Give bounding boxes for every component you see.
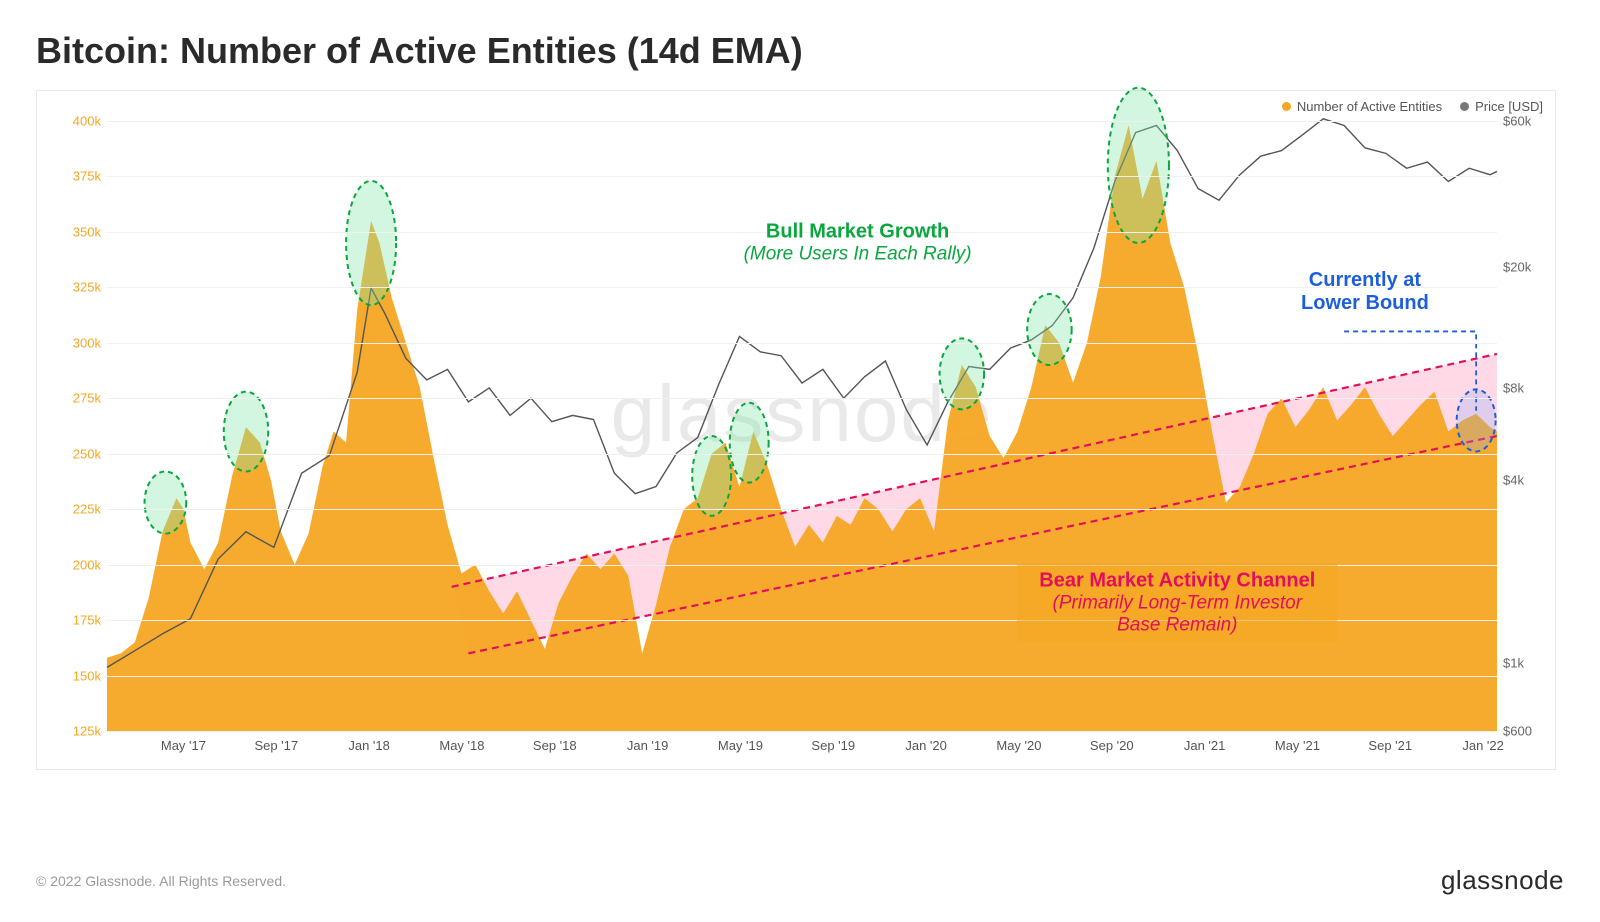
chart-title: Bitcoin: Number of Active Entities (14d … xyxy=(36,30,1564,72)
entities-area xyxy=(107,125,1497,731)
x-tick-label: May '17 xyxy=(161,738,206,753)
y-left-tick-label: 250k xyxy=(53,446,101,461)
copyright-text: © 2022 Glassnode. All Rights Reserved. xyxy=(36,873,286,889)
gridline xyxy=(107,509,1497,510)
chart-frame: Number of Active Entities Price [USD] gl… xyxy=(36,90,1556,770)
gridline xyxy=(107,176,1497,177)
y-left-tick-label: 325k xyxy=(53,280,101,295)
gridline xyxy=(107,398,1497,399)
y-left-tick-label: 125k xyxy=(53,724,101,739)
x-tick-label: Sep '17 xyxy=(254,738,298,753)
x-tick-label: May '19 xyxy=(718,738,763,753)
legend: Number of Active Entities Price [USD] xyxy=(1282,99,1543,114)
bull-peak-highlight xyxy=(224,392,268,472)
y-left-tick-label: 200k xyxy=(53,557,101,572)
y-right-tick-label: $20k xyxy=(1503,259,1547,274)
y-right-tick-label: $4k xyxy=(1503,472,1547,487)
x-tick-label: Jan '19 xyxy=(627,738,669,753)
y-right-tick-label: $600 xyxy=(1503,724,1547,739)
x-tick-label: Jan '18 xyxy=(348,738,390,753)
chart-container: Bitcoin: Number of Active Entities (14d … xyxy=(0,0,1600,922)
y-left-tick-label: 400k xyxy=(53,114,101,129)
x-tick-label: Sep '20 xyxy=(1090,738,1134,753)
legend-label-price: Price [USD] xyxy=(1475,99,1543,114)
legend-item-price: Price [USD] xyxy=(1460,99,1543,114)
x-tick-label: Sep '21 xyxy=(1368,738,1412,753)
x-tick-label: Jan '20 xyxy=(905,738,947,753)
gridline xyxy=(107,731,1497,732)
brand-text: glassnode xyxy=(1441,865,1564,896)
y-left-tick-label: 150k xyxy=(53,668,101,683)
y-right-tick-label: $60k xyxy=(1503,114,1547,129)
bull-peak-highlight xyxy=(730,403,769,483)
bull-peak-highlight xyxy=(692,436,731,516)
gridline xyxy=(107,287,1497,288)
bull-peak-highlight xyxy=(1108,88,1169,243)
legend-dot-price xyxy=(1460,102,1469,111)
legend-item-entities: Number of Active Entities xyxy=(1282,99,1442,114)
legend-label-entities: Number of Active Entities xyxy=(1297,99,1442,114)
y-right-tick-label: $8k xyxy=(1503,380,1547,395)
x-tick-label: Sep '19 xyxy=(811,738,855,753)
x-tick-label: Sep '18 xyxy=(533,738,577,753)
gridline xyxy=(107,565,1497,566)
y-left-tick-label: 375k xyxy=(53,169,101,184)
bull-peak-highlight xyxy=(1027,294,1071,365)
gridline xyxy=(107,676,1497,677)
y-left-tick-label: 225k xyxy=(53,502,101,517)
plot-area: glassnode 125k150k175k200k225k250k275k30… xyxy=(107,121,1497,731)
y-left-tick-label: 275k xyxy=(53,391,101,406)
gridline xyxy=(107,454,1497,455)
footer: © 2022 Glassnode. All Rights Reserved. g… xyxy=(36,865,1564,896)
y-right-tick-label: $1k xyxy=(1503,656,1547,671)
x-tick-label: May '18 xyxy=(439,738,484,753)
y-left-tick-label: 300k xyxy=(53,335,101,350)
gridline xyxy=(107,121,1497,122)
y-left-tick-label: 175k xyxy=(53,613,101,628)
gridline xyxy=(107,620,1497,621)
legend-dot-entities xyxy=(1282,102,1291,111)
x-tick-label: May '20 xyxy=(996,738,1041,753)
gridline xyxy=(107,232,1497,233)
x-tick-label: Jan '21 xyxy=(1184,738,1226,753)
x-tick-label: May '21 xyxy=(1275,738,1320,753)
bull-peak-highlight xyxy=(145,471,187,533)
x-tick-label: Jan '22 xyxy=(1462,738,1504,753)
gridline xyxy=(107,343,1497,344)
chart-svg xyxy=(107,121,1497,731)
y-left-tick-label: 350k xyxy=(53,224,101,239)
